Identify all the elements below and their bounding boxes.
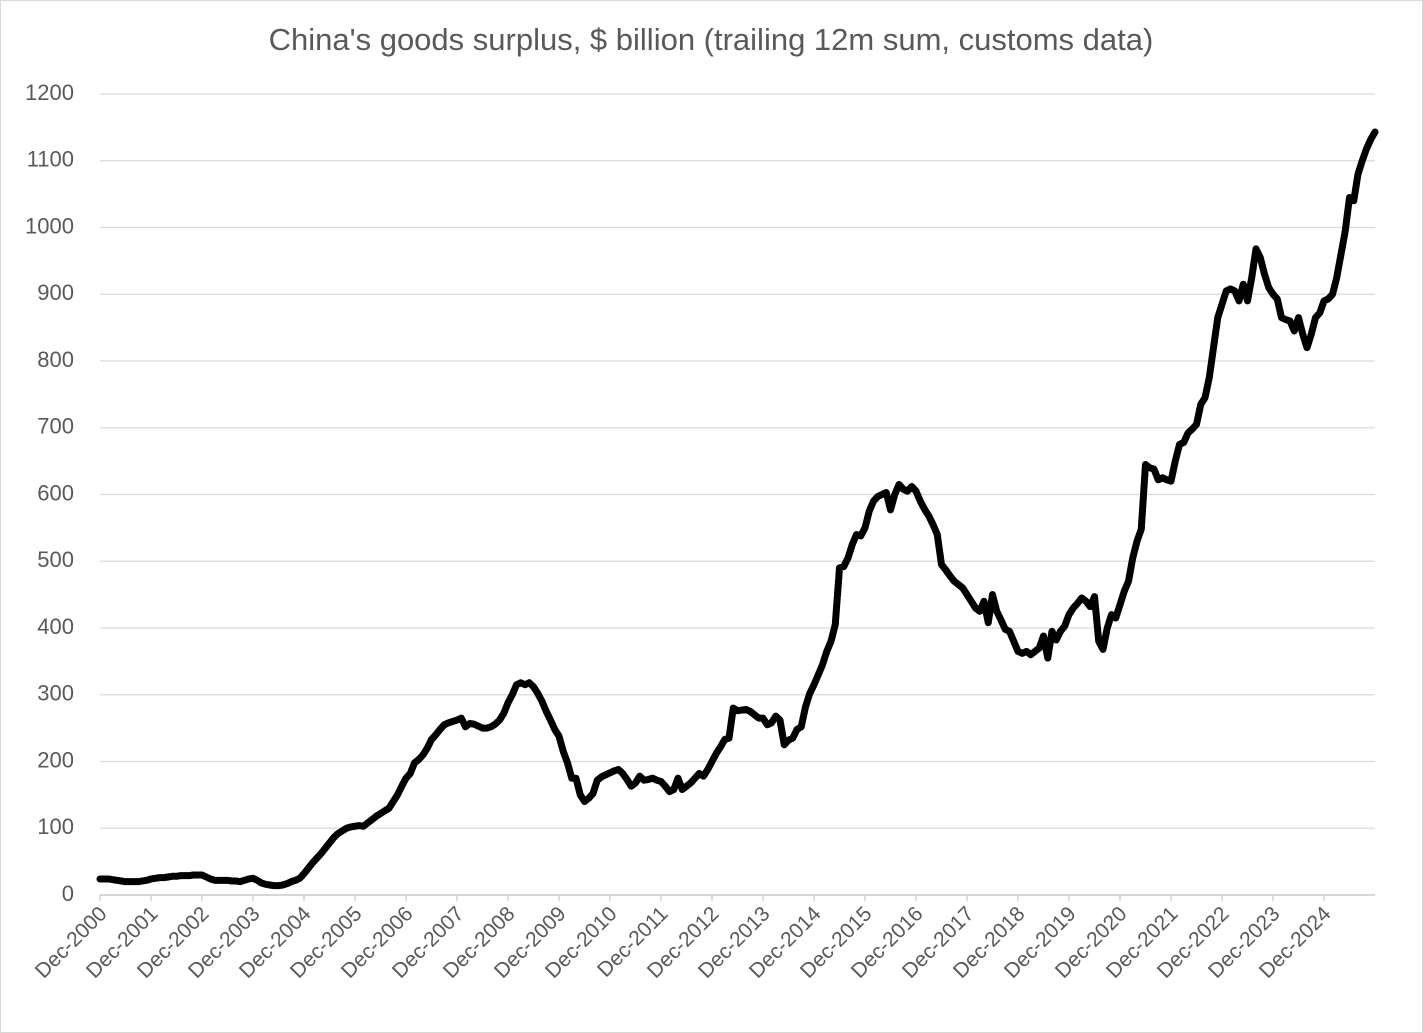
series-line: [96, 128, 1379, 890]
chart-title: China's goods surplus, $ billion (traili…: [269, 22, 1154, 57]
y-tick-label: 1100: [27, 147, 74, 172]
y-tick-label: 0: [62, 881, 74, 906]
y-tick-label: 900: [37, 280, 74, 305]
y-tick-label: 200: [37, 747, 74, 772]
y-tick-label: 700: [37, 414, 74, 439]
y-tick-label: 500: [37, 547, 74, 572]
y-tick-label: 1200: [25, 80, 74, 105]
y-tick-label: 600: [37, 480, 74, 505]
y-tick-label: 300: [37, 681, 74, 706]
y-tick-label: 400: [37, 614, 74, 639]
y-tick-label: 100: [37, 814, 74, 839]
y-tick-label: 800: [37, 347, 74, 372]
y-tick-label: 1000: [25, 213, 74, 238]
